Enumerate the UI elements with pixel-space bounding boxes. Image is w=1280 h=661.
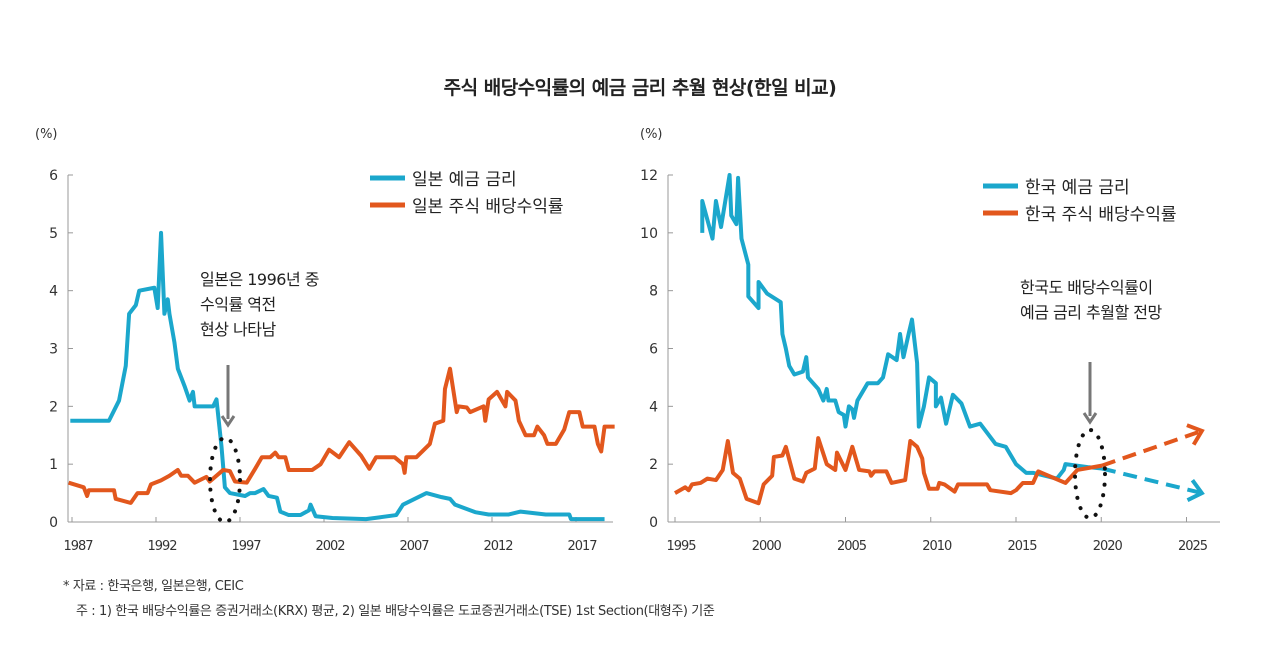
forecast-arrowhead-icon (1186, 478, 1205, 502)
x-tick-label: 2010 (922, 539, 952, 554)
y-tick-label: 5 (49, 226, 58, 242)
legend-label: 일본 예금 금리 (412, 170, 517, 190)
y-tick-label: 8 (649, 284, 658, 300)
y-tick-label: 0 (649, 515, 658, 531)
source-footnote: * 자료 : 한국은행, 일본은행, CEIC (63, 579, 244, 594)
crossover-highlight-ellipse (1073, 428, 1107, 520)
y-tick-label: 1 (49, 457, 58, 473)
y-tick-label: 2 (649, 457, 658, 473)
x-tick-label: 2000 (752, 539, 782, 554)
series-line-deposit (70, 230, 605, 522)
arrow-down-icon (1082, 412, 1098, 425)
x-tick-label: 2007 (399, 539, 429, 554)
legend-label: 일본 주식 배당수익률 (412, 197, 564, 217)
x-tick-label: 1997 (231, 539, 261, 554)
crossover-highlight-ellipse (208, 436, 242, 524)
arrow-down-icon (220, 415, 236, 428)
y-axis-unit: (%) (35, 127, 58, 142)
annotation-text: 일본은 1996년 중 (200, 270, 319, 289)
x-tick-label: 1995 (666, 539, 696, 554)
y-tick-label: 6 (649, 342, 658, 358)
chart-title: 주식 배당수익률의 예금 금리 추월 현상(한일 비교) (443, 77, 837, 99)
legend-label: 한국 예금 금리 (1025, 178, 1130, 198)
y-tick-label: 6 (49, 168, 58, 184)
x-tick-label: 2002 (315, 539, 344, 554)
y-tick-label: 4 (649, 399, 658, 415)
y-tick-label: 4 (49, 284, 58, 300)
annotation-text: 한국도 배당수익률이 (1020, 278, 1153, 297)
series-line-dividend (674, 436, 1103, 506)
korea-chart: (%) 0 2 4 6 8 10 12 1995 2000 2005 2010 2015 2020 2025… (640, 127, 1220, 554)
x-tick-label: 1992 (147, 539, 176, 554)
x-tick-label: 2017 (567, 539, 597, 554)
annotation-text: 현상 나타남 (200, 320, 276, 339)
forecast-line-dividend (1101, 429, 1203, 468)
legend-label: 한국 주식 배당수익률 (1025, 205, 1177, 225)
note-footnote: 주 : 1) 한국 배당수익률은 증권거래소(KRX) 평균, 2) 일본 배당… (76, 604, 715, 619)
annotation-text: 예금 금리 추월할 전망 (1020, 303, 1163, 322)
y-tick-label: 0 (49, 515, 58, 531)
x-tick-label: 2012 (483, 539, 512, 554)
y-axis-unit: (%) (640, 127, 663, 142)
annotation-text: 수익률 역전 (200, 295, 276, 314)
x-tick-label: 2015 (1007, 539, 1037, 554)
forecast-line-deposit (1101, 466, 1203, 496)
japan-chart: (%) 0 1 2 3 4 5 6 1987 1992 1997 2002 2007 2012 2017 일본… (35, 127, 615, 554)
forecast-arrowhead-icon (1186, 423, 1205, 446)
y-tick-label: 2 (49, 399, 58, 415)
y-tick-label: 3 (49, 342, 58, 358)
series-line-deposit (700, 173, 1103, 481)
x-tick-label: 2005 (837, 539, 867, 554)
x-tick-label: 2025 (1178, 539, 1208, 554)
x-tick-label: 2020 (1093, 539, 1123, 554)
x-tick-label: 1987 (63, 539, 93, 554)
series-line-dividend (68, 366, 615, 505)
y-tick-label: 12 (640, 168, 658, 184)
y-tick-label: 10 (640, 226, 658, 242)
